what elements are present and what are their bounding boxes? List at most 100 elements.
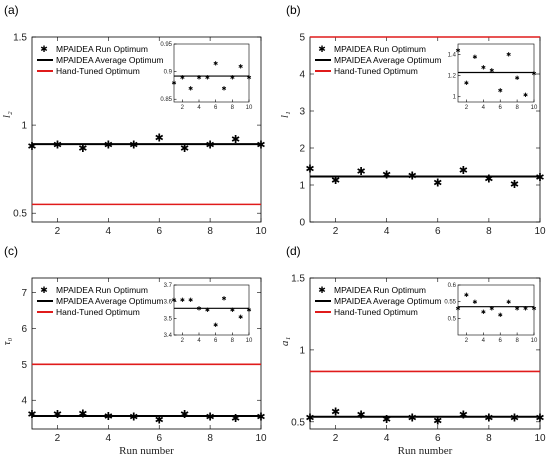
inset-y-tick-label: 1.2 xyxy=(448,74,457,80)
inset-run-marker: ✱ xyxy=(506,299,511,306)
inset-x-tick-label: 8 xyxy=(515,105,519,111)
legend-label-hand-tuned: Hand-Tuned Optimum xyxy=(334,66,418,76)
inset-x-tick-label: 6 xyxy=(499,338,503,344)
run-optimum-marker: ✱ xyxy=(155,131,164,144)
inset-x-tick-label: 8 xyxy=(515,338,519,344)
run-optimum-marker: ✱ xyxy=(53,408,62,421)
inset-run-marker: ✱ xyxy=(464,292,469,299)
run-optimum-marker: ✱ xyxy=(180,142,189,155)
legend-marker-run-optimum: ✱ xyxy=(318,286,326,296)
run-optimum-marker: ✱ xyxy=(305,411,314,424)
inset-run-marker: ✱ xyxy=(238,314,243,321)
inset-y-tick-label: 0.5 xyxy=(448,316,457,322)
run-optimum-marker: ✱ xyxy=(484,172,493,185)
run-optimum-marker: ✱ xyxy=(331,406,340,419)
inset-x-tick-label: 2 xyxy=(181,338,185,344)
inset-frame xyxy=(173,43,250,103)
inset-x-tick-label: 2 xyxy=(465,338,469,344)
x-tick-label: 2 xyxy=(333,433,339,444)
x-tick-label: 2 xyxy=(55,226,61,237)
inset-x-tick-label: 10 xyxy=(246,338,253,344)
inset-run-marker: ✱ xyxy=(464,80,469,87)
run-optimum-marker: ✱ xyxy=(27,140,36,153)
inset-run-marker: ✱ xyxy=(246,307,251,314)
inset-run-marker: ✱ xyxy=(472,299,477,306)
run-optimum-marker: ✱ xyxy=(510,411,519,424)
inset-run-marker: ✱ xyxy=(230,74,235,81)
inset-y-tick-label: 3.7 xyxy=(164,283,173,289)
inset-y-tick-label: 0.9 xyxy=(164,70,173,76)
run-optimum-marker: ✱ xyxy=(231,133,240,146)
y-tick-label: 5 xyxy=(299,33,305,44)
run-optimum-marker: ✱ xyxy=(78,408,87,421)
inset-y-tick-label: 0.95 xyxy=(160,42,172,48)
inset-run-marker: ✱ xyxy=(213,322,218,329)
y-tick-label: 7 xyxy=(21,288,27,299)
inset-run-marker: ✱ xyxy=(489,68,494,75)
run-optimum-marker: ✱ xyxy=(180,408,189,421)
inset-run-marker: ✱ xyxy=(481,309,486,316)
legend-label-hand-tuned: Hand-Tuned Optimum xyxy=(334,307,418,317)
x-tick-label: 8 xyxy=(486,433,492,444)
inset-x-tick-label: 6 xyxy=(214,105,218,111)
inset-y-tick-label: 0.85 xyxy=(160,97,172,103)
inset-run-marker: ✱ xyxy=(205,74,210,81)
run-optimum-marker: ✱ xyxy=(231,412,240,425)
legend-marker-run-optimum: ✱ xyxy=(318,45,326,55)
x-tick-label: 6 xyxy=(435,226,441,237)
panel-label: (c) xyxy=(4,244,18,258)
inset-run-marker: ✱ xyxy=(531,71,536,78)
y-axis-label: l₁ xyxy=(279,111,291,118)
inset-x-tick-label: 8 xyxy=(231,338,235,344)
legend-marker-run-optimum: ✱ xyxy=(40,286,48,296)
run-optimum-marker: ✱ xyxy=(408,411,417,424)
inset-run-marker: ✱ xyxy=(180,297,185,304)
inset-run-marker: ✱ xyxy=(523,92,528,99)
inset-chart: 0.850.90.952 4 6 8 10✱✱✱✱ ✱✱✱✱✱✱ xyxy=(160,42,253,111)
inset-run-marker: ✱ xyxy=(221,295,226,302)
inset-run-marker: ✱ xyxy=(455,305,460,312)
y-axis-label: a₁ xyxy=(279,337,291,347)
legend-label-average-optimum: MPAIDEA Average Optimum xyxy=(334,55,441,65)
panel-label: (a) xyxy=(4,3,19,17)
run-optimum-marker: ✱ xyxy=(535,411,544,424)
run-optimum-marker: ✱ xyxy=(78,142,87,155)
inset-run-marker: ✱ xyxy=(472,54,477,61)
inset-x-tick-label: 4 xyxy=(197,338,201,344)
run-optimum-marker: ✱ xyxy=(433,414,442,427)
run-optimum-marker: ✱ xyxy=(459,164,468,177)
inset-run-marker: ✱ xyxy=(196,305,201,312)
inset-x-tick-label: 4 xyxy=(482,105,486,111)
inset-y-tick-label: 0.55 xyxy=(444,300,456,306)
y-tick-label: 5 xyxy=(21,360,27,371)
legend-label-average-optimum: MPAIDEA Average Optimum xyxy=(334,296,441,306)
legend-label-run-optimum: MPAIDEA Run Optimum xyxy=(56,285,148,295)
inset-run-marker: ✱ xyxy=(180,74,185,81)
inset-run-marker: ✱ xyxy=(196,74,201,81)
inset-y-tick-label: 0.6 xyxy=(448,283,457,289)
inset-chart: 3.43.53.63.72 4 6 8 10✱ ✱ ✱✱ ✱✱✱✱✱✱ xyxy=(164,283,253,344)
inset-run-marker: ✱ xyxy=(498,88,503,95)
inset-y-tick-label: 1.4 xyxy=(448,53,457,59)
x-tick-label: 8 xyxy=(207,433,213,444)
inset-x-tick-label: 6 xyxy=(214,338,218,344)
y-axis-label: l₂ xyxy=(1,111,13,118)
inset-run-marker: ✱ xyxy=(515,305,520,312)
run-optimum-marker: ✱ xyxy=(433,177,442,190)
y-tick-label: 4 xyxy=(299,70,305,81)
inset-run-marker: ✱ xyxy=(238,63,243,70)
run-optimum-marker: ✱ xyxy=(357,409,366,422)
x-tick-label: 10 xyxy=(255,226,267,237)
inset-x-tick-label: 10 xyxy=(531,105,538,111)
inset-run-marker: ✱ xyxy=(246,74,251,81)
legend-label-average-optimum: MPAIDEA Average Optimum xyxy=(56,296,163,306)
inset-run-marker: ✱ xyxy=(481,64,486,71)
legend-label-run-optimum: MPAIDEA Run Optimum xyxy=(334,44,426,54)
inset-run-marker: ✱ xyxy=(171,80,176,87)
inset-chart: 0.50.550.62 4 6 8 10✱✱✱✱ ✱✱✱✱ ✱ ✱ xyxy=(444,283,538,344)
x-tick-label: 8 xyxy=(207,226,213,237)
